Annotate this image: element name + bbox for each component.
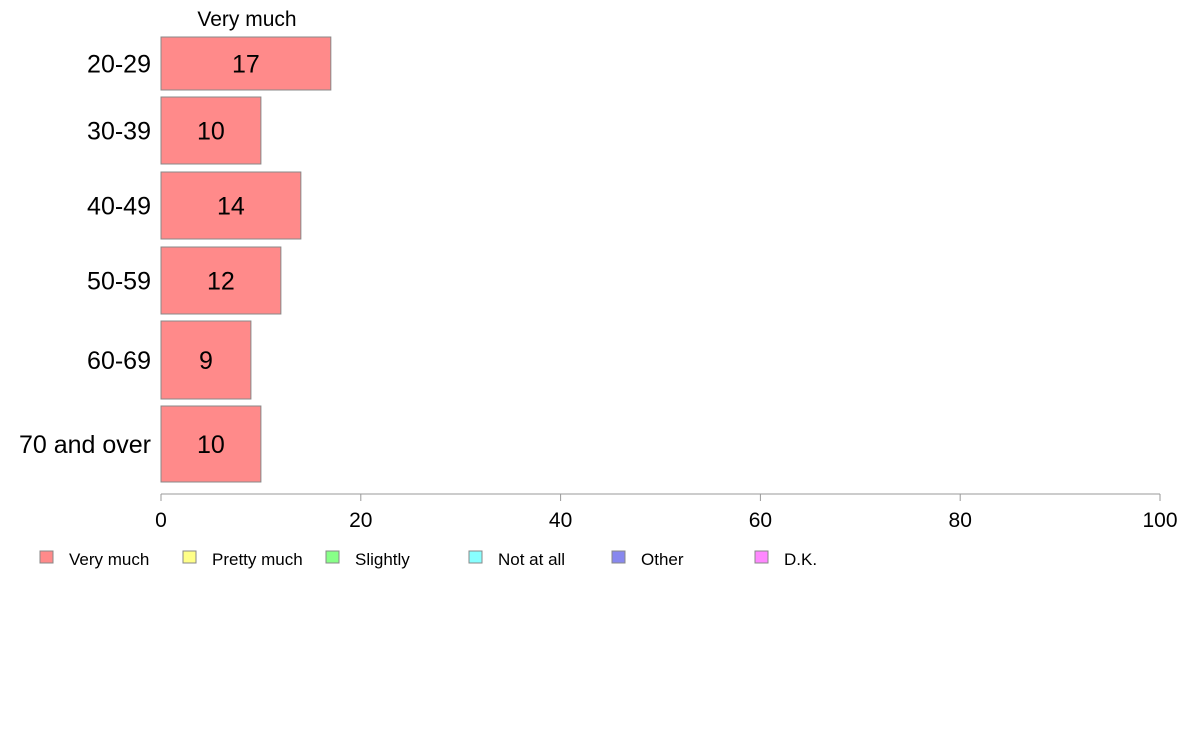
legend-swatch [182, 550, 197, 564]
x-axis: 0 20 40 60 80 100 [155, 493, 1178, 532]
x-tick-label: 40 [549, 509, 572, 532]
bar-20-29 [160, 36, 332, 91]
legend-swatch [754, 550, 769, 564]
category-label: 40-49 [87, 193, 151, 221]
category-label: 20-29 [87, 51, 151, 79]
bar-50-59 [160, 246, 282, 315]
category-labels: 20-29 30-39 40-49 50-59 60-69 70 and over [19, 51, 151, 460]
legend-label: D.K. [784, 550, 817, 569]
series-header: Very much [197, 8, 296, 31]
x-tick-label: 0 [155, 509, 167, 532]
bar-value-label: 10 [197, 118, 225, 146]
x-tick-label: 80 [949, 509, 972, 532]
legend-swatch [39, 550, 54, 564]
bar-value-label: 12 [207, 268, 235, 296]
legend-label: Slightly [355, 550, 410, 569]
legend-label: Other [641, 550, 684, 569]
category-label: 30-39 [87, 118, 151, 146]
legend-swatch [325, 550, 340, 564]
bars-group: 17 10 14 12 9 10 [160, 36, 332, 483]
bar-value-label: 17 [232, 51, 260, 79]
category-label: 50-59 [87, 268, 151, 296]
bar-40-49 [160, 171, 302, 240]
legend-swatch [468, 550, 483, 564]
x-tick-label: 20 [349, 509, 372, 532]
bar-value-label: 14 [217, 193, 245, 221]
bar-value-label: 10 [197, 431, 225, 459]
legend: Very much Pretty much Slightly Not at all Ot… [39, 550, 817, 569]
x-tick-label: 60 [749, 509, 772, 532]
legend-label: Very much [69, 550, 149, 569]
legend-swatch [611, 550, 626, 564]
x-tick-label: 100 [1142, 509, 1177, 532]
legend-label: Not at all [498, 550, 565, 569]
bar-60-69 [160, 320, 252, 400]
bar-30-39 [160, 96, 262, 165]
category-label: 70 and over [19, 431, 151, 459]
category-label: 60-69 [87, 347, 151, 375]
bar-70-and-over [160, 405, 262, 483]
bar-value-label: 9 [199, 347, 213, 375]
legend-label: Pretty much [212, 550, 303, 569]
